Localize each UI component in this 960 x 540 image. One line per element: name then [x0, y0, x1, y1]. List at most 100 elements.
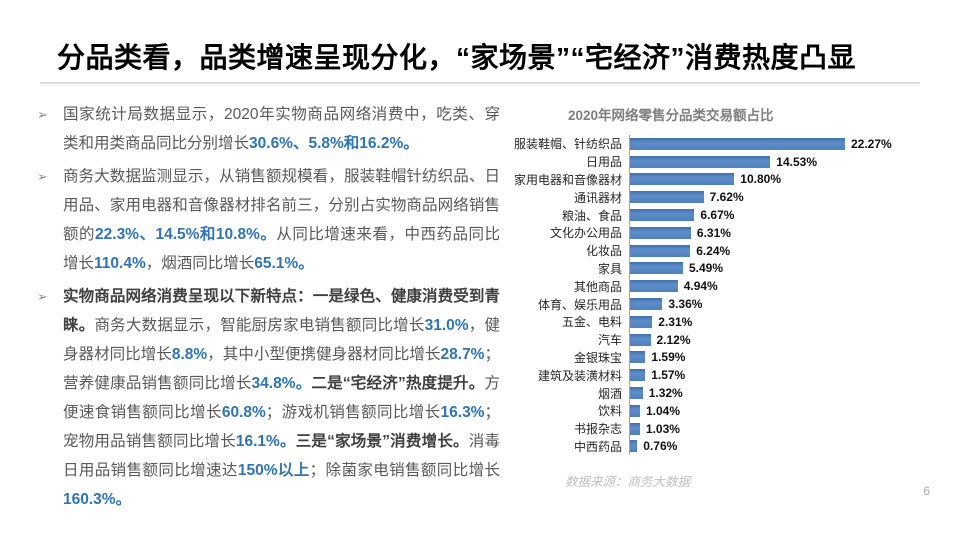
chart-row: 汽车 2.12% — [504, 330, 940, 349]
chart-row: 体育、娱乐用品 3.36% — [504, 295, 940, 313]
category-label: 其他商品 — [573, 279, 622, 294]
bullet-item: ➢ 实物商品网络消费呈现以下新特点：一是绿色、健康消费受到青睐。商务大数据显示，智… — [36, 282, 500, 514]
chart-row: 五金、电料 2.31% — [504, 312, 940, 331]
bar-area: 5.49% — [629, 259, 940, 278]
bar — [630, 155, 771, 168]
bar-area: 6.31% — [629, 223, 940, 242]
category-label: 烟酒 — [597, 386, 622, 401]
value-label: 2.12% — [656, 332, 691, 347]
category-label: 书报杂志 — [573, 422, 622, 437]
value-label: 4.94% — [683, 279, 718, 294]
text-segment: 消毒日用品销售额同比增速达 — [63, 433, 500, 479]
bar-area: 10.80% — [629, 170, 940, 189]
bar-area: 14.53% — [629, 152, 940, 171]
value-label: 1.04% — [646, 403, 681, 418]
category-label: 饮料 — [597, 404, 622, 419]
bar — [630, 226, 691, 239]
category-label: 家具 — [597, 261, 622, 276]
category-label: 粮油、食品 — [561, 208, 622, 223]
text-segment: 31.0% — [424, 317, 469, 334]
value-label: 5.49% — [689, 261, 724, 276]
value-label: 1.57% — [651, 368, 686, 383]
text-segment: 150%以上 — [237, 462, 310, 479]
value-label: 3.36% — [668, 297, 703, 312]
bullet-item: ➢ 国家统计局数据显示，2020年实物商品网络消费中，吃类、穿类和用类商品同比分别… — [36, 100, 500, 158]
bar-area: 2.31% — [629, 312, 940, 331]
bullet-arrow-icon: ➢ — [37, 289, 48, 304]
category-label: 金银珠宝 — [573, 350, 622, 365]
text-segment: 商务大数据监测显示，从销售额规模看，服装鞋帽针纺织品、日用品、家用电器和音像器材… — [63, 168, 500, 243]
text-segment: 30.6%、5.8%和16.2%。 — [249, 135, 419, 152]
value-label: 10.80% — [740, 172, 781, 187]
bullet-item: ➢ 商务大数据监测显示，从销售额规模看，服装鞋帽针纺织品、日用品、家用电器和音像器… — [36, 162, 500, 278]
bar-area: 1.04% — [629, 401, 940, 420]
bar-area: 0.76% — [629, 437, 940, 456]
text-segment: ；宠物用品销售额同比增长 — [63, 404, 500, 450]
text-segment: 16.3% — [440, 404, 485, 421]
category-label: 文化办公用品 — [549, 226, 622, 241]
bar-area: 4.94% — [629, 277, 940, 296]
bar — [630, 244, 691, 257]
bar — [630, 315, 653, 328]
text-segment: 实物商品网络消费呈现以下新特点：一是绿色、健康消费受到青睐。 — [63, 288, 500, 334]
category-label: 汽车 — [597, 333, 622, 348]
text-segment: 从同比增速来看，中西药品同比增长 — [63, 226, 500, 272]
page-title: 分品类看，品类增速呈现分化，“家场景”“宅经济”消费热度凸显 — [57, 42, 857, 73]
text-segment: 60.8% — [221, 404, 266, 421]
text-segment: ，其中小型便携健身器材同比增长 — [207, 346, 441, 363]
bar-area: 6.24% — [629, 241, 940, 260]
chart-row: 文化办公用品 6.31% — [504, 223, 940, 242]
value-label: 1.59% — [651, 350, 686, 365]
bar-area: 2.12% — [629, 330, 940, 349]
page-number: 6 — [923, 484, 930, 498]
bar-area: 22.27% — [629, 135, 940, 153]
value-label: 2.31% — [658, 314, 693, 329]
bar-area: 6.67% — [629, 206, 940, 224]
bullet-arrow-icon: ➢ — [37, 107, 48, 122]
text-segment: 三是“家场景”消费增长。 — [295, 433, 469, 450]
chart-row: 烟酒 1.32% — [504, 384, 940, 402]
text-segment: ；营养健康品销售额同比增长 — [63, 346, 500, 392]
value-label: 6.67% — [700, 208, 735, 223]
text-segment: ，烟酒同比增长 — [145, 255, 255, 272]
category-label: 中西药品 — [573, 439, 622, 454]
chart-row: 化妆品 6.24% — [504, 241, 940, 260]
chart-plot-area: 服装鞋帽、针纺织品 22.27% 日用品 14.53% 家用电器和音像器材 10.80% 通… — [504, 135, 940, 456]
bar — [630, 387, 643, 400]
category-label: 日用品 — [585, 155, 622, 170]
chart-row: 家具 5.49% — [504, 259, 940, 278]
bar — [630, 298, 663, 311]
chart-row: 粮油、食品 6.67% — [504, 206, 940, 224]
bar-area: 1.32% — [629, 384, 940, 402]
bar — [630, 369, 646, 382]
bar — [630, 404, 640, 417]
bar — [630, 191, 704, 204]
text-segment: 国家统计局数据显示，2020年实物商品网络消费中，吃类、穿类和用类商品同比分别增… — [63, 106, 500, 152]
title-divider — [40, 82, 920, 86]
text-segment: 16.1%。 — [235, 433, 296, 450]
value-label: 6.24% — [696, 243, 731, 258]
bar — [630, 351, 646, 364]
bar — [630, 440, 638, 453]
chart-row: 日用品 14.53% — [504, 152, 940, 171]
text-segment: 160.3%。 — [63, 491, 132, 508]
bar — [630, 137, 845, 150]
chart-row: 家用电器和音像器材 10.80% — [504, 170, 940, 189]
text-segment: 二是“宅经济”热度提升。 — [311, 375, 485, 392]
chart-row: 饮料 1.04% — [504, 401, 940, 420]
value-label: 0.76% — [643, 439, 678, 454]
bar — [630, 173, 735, 186]
bar-area: 3.36% — [629, 295, 940, 313]
value-label: 22.27% — [851, 136, 892, 151]
chart-row: 通讯器材 7.62% — [504, 188, 940, 207]
bar-area: 1.59% — [629, 348, 940, 367]
bar — [630, 280, 678, 293]
text-segment: 34.8%。 — [251, 375, 312, 392]
category-label: 通讯器材 — [573, 190, 622, 205]
category-label: 家用电器和音像器材 — [513, 172, 622, 187]
value-label: 14.53% — [776, 154, 817, 169]
bar — [630, 262, 683, 275]
chart-row: 其他商品 4.94% — [504, 277, 940, 296]
category-label: 体育、娱乐用品 — [537, 297, 622, 312]
